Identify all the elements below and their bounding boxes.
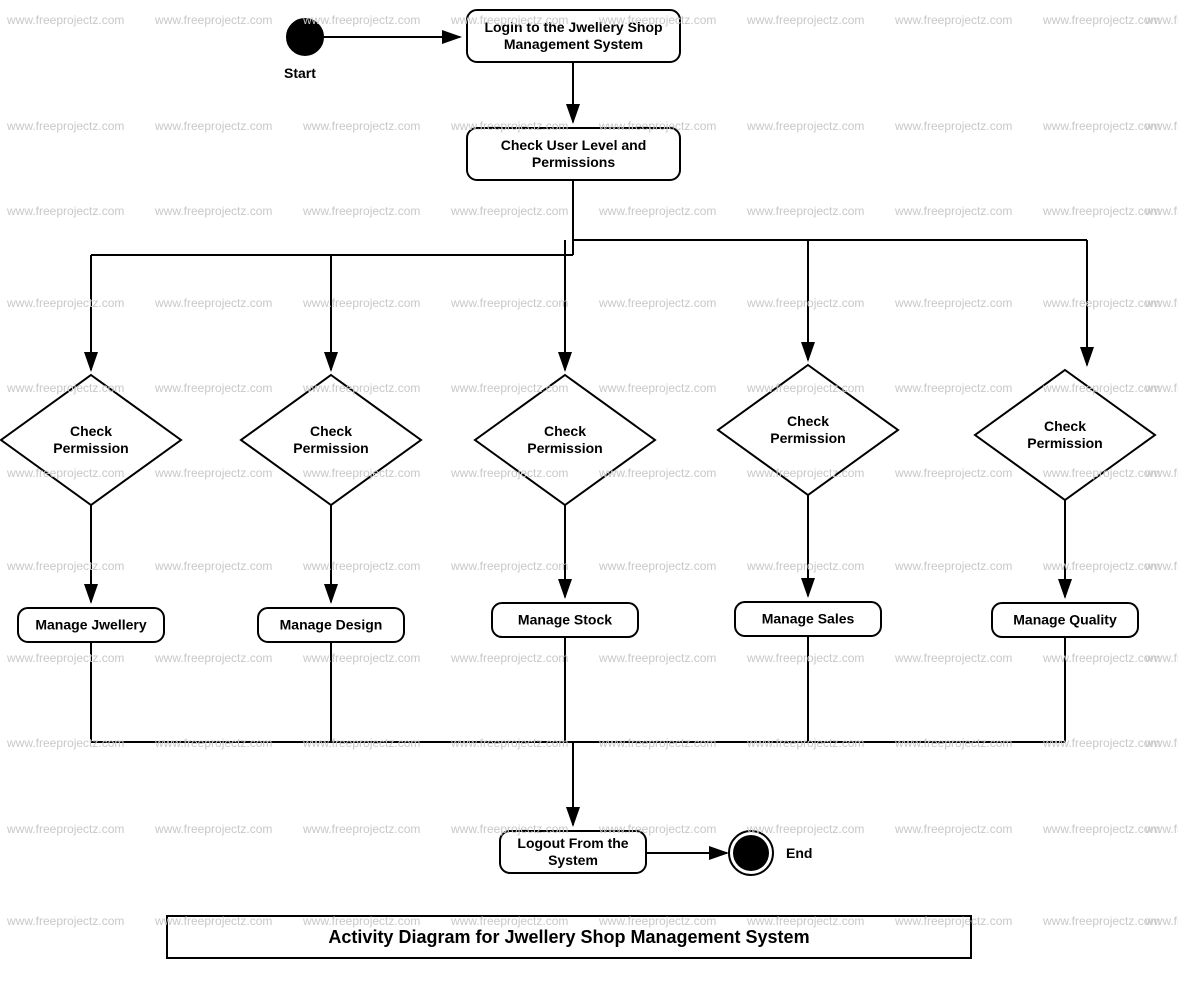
node-logout-text: System	[548, 852, 598, 868]
node-manage3-text: Manage Stock	[518, 612, 612, 628]
node-manage5-text: Manage Quality	[1013, 612, 1117, 628]
diamond-d2-text: Permission	[293, 440, 368, 456]
diamond-d4-text: Permission	[770, 430, 845, 446]
diamond-d3-text: Permission	[527, 440, 602, 456]
diamond-d3-text: Check	[544, 423, 586, 439]
node-logout-text: Logout From the	[517, 835, 628, 851]
diamond-d2-text: Check	[310, 423, 352, 439]
diamond-d1-text: Check	[70, 423, 112, 439]
node-check-text: Check User Level and	[501, 137, 647, 153]
end-node	[733, 835, 769, 871]
start-node	[287, 19, 323, 55]
node-manage1-text: Manage Jwellery	[35, 617, 146, 633]
diamond-d5-text: Permission	[1027, 435, 1102, 451]
title-text: Activity Diagram for Jwellery Shop Manag…	[328, 927, 809, 947]
diamond-d5-text: Check	[1044, 418, 1086, 434]
end-label: End	[786, 845, 812, 861]
node-manage4-text: Manage Sales	[762, 611, 855, 627]
node-manage2-text: Manage Design	[280, 617, 383, 633]
start-label: Start	[284, 65, 316, 81]
diamond-d1-text: Permission	[53, 440, 128, 456]
node-check-text: Permissions	[532, 154, 615, 170]
node-login-text: Management System	[504, 36, 643, 52]
node-login-text: Login to the Jwellery Shop	[484, 19, 662, 35]
diamond-d4-text: Check	[787, 413, 829, 429]
